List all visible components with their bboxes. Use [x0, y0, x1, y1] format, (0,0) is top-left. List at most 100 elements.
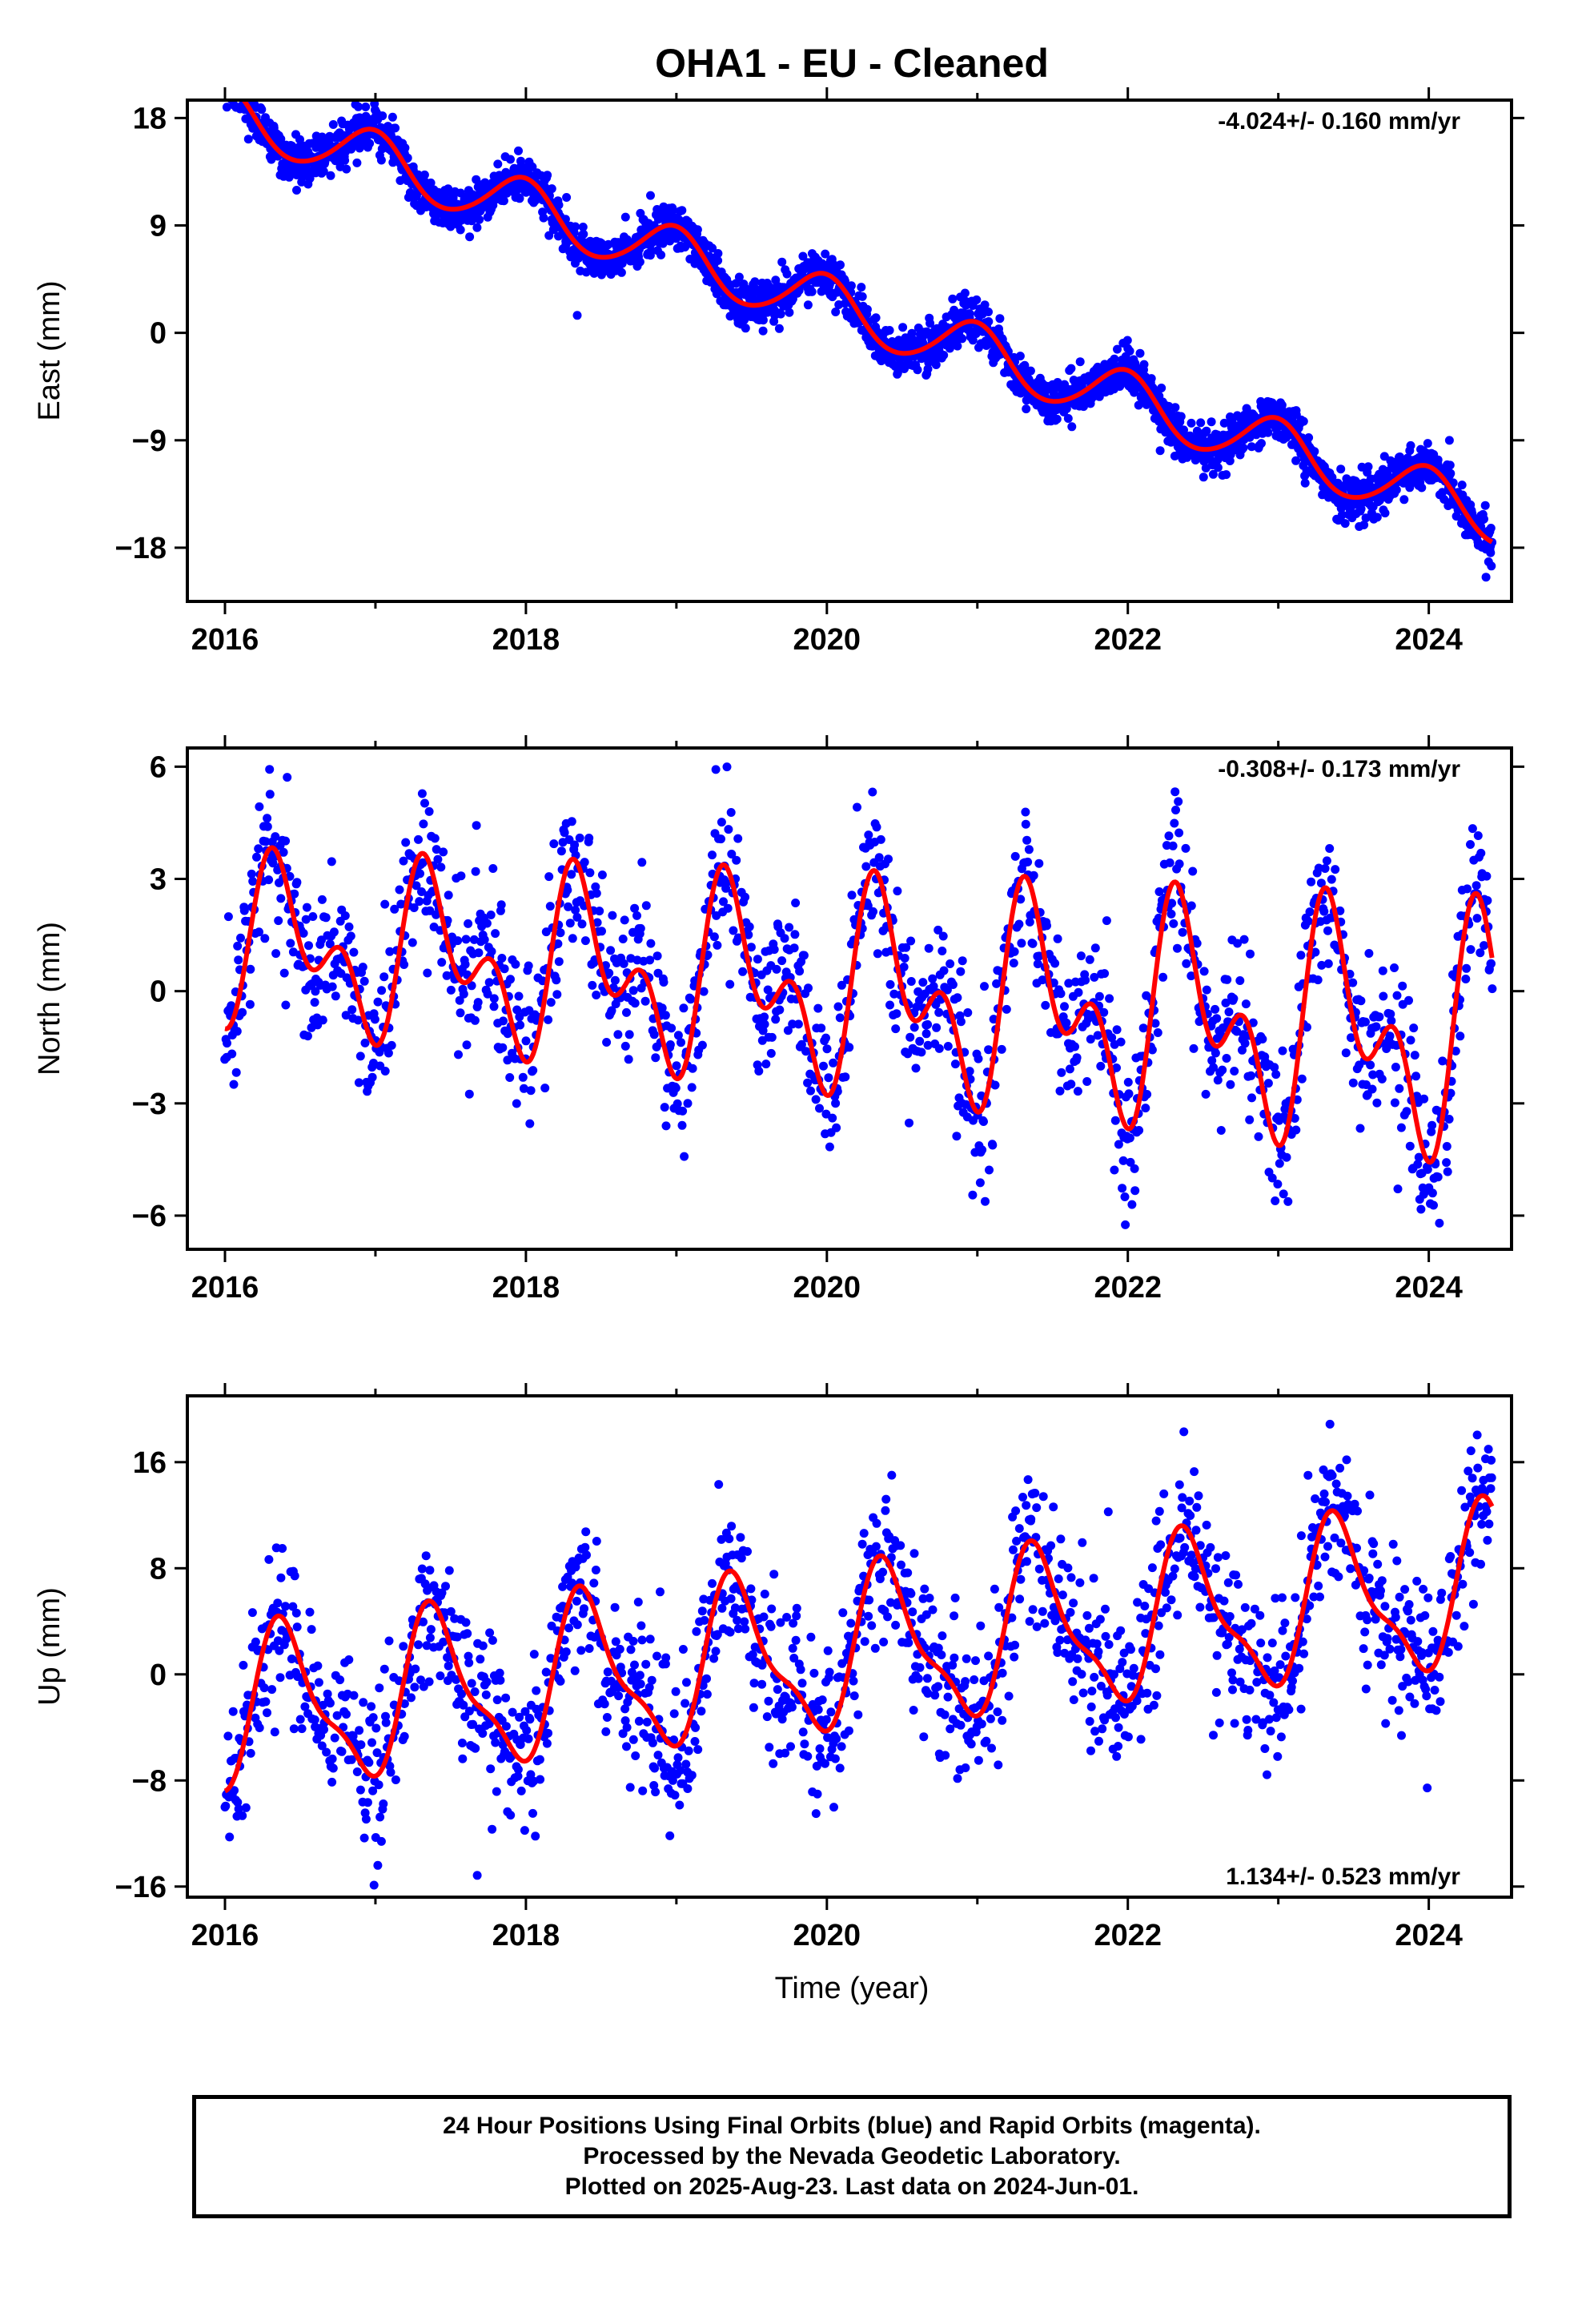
- data-point: [369, 1059, 378, 1068]
- data-point: [1457, 480, 1467, 490]
- data-point: [1480, 514, 1488, 524]
- data-point: [677, 206, 687, 215]
- data-point: [387, 112, 397, 122]
- data-point: [1222, 470, 1231, 480]
- data-point: [264, 1554, 274, 1564]
- data-point: [353, 1015, 363, 1025]
- data-point: [250, 89, 259, 98]
- data-point: [1028, 939, 1038, 948]
- y-tick-label: −3: [132, 1088, 167, 1121]
- data-point: [1282, 1152, 1291, 1162]
- data-point: [330, 1733, 339, 1743]
- data-point: [1355, 1124, 1365, 1133]
- data-point: [1146, 374, 1156, 384]
- data-point: [1134, 1126, 1144, 1135]
- data-point: [948, 980, 958, 989]
- data-point: [459, 989, 468, 999]
- data-point: [403, 153, 412, 163]
- figure-title: OHA1 - EU - Cleaned: [655, 41, 1049, 86]
- data-point: [506, 155, 515, 164]
- data-point: [1481, 573, 1491, 582]
- data-point: [488, 200, 498, 210]
- data-point: [570, 840, 580, 850]
- data-point: [1171, 806, 1180, 814]
- data-point: [305, 174, 315, 183]
- data-point: [390, 904, 400, 914]
- data-point: [367, 1738, 376, 1747]
- data-point: [1174, 828, 1184, 838]
- data-point: [777, 956, 787, 966]
- data-point: [1196, 418, 1206, 428]
- data-point: [1379, 452, 1389, 461]
- data-point: [387, 1040, 396, 1050]
- data-point: [1021, 819, 1030, 829]
- data-point: [822, 1044, 832, 1054]
- data-point: [342, 1710, 351, 1719]
- data-point: [464, 1089, 474, 1099]
- data-point: [1314, 863, 1323, 873]
- data-point: [968, 336, 978, 345]
- data-point: [239, 906, 249, 915]
- data-point: [906, 977, 916, 986]
- data-point: [230, 1786, 239, 1795]
- data-point: [231, 87, 239, 96]
- data-point: [1168, 841, 1178, 850]
- data-point: [1433, 455, 1443, 464]
- data-point: [864, 830, 873, 840]
- data-point: [1199, 472, 1208, 482]
- data-point: [1202, 426, 1211, 436]
- data-point: [1116, 1037, 1126, 1047]
- north-frame: [186, 746, 1513, 1251]
- data-point: [340, 155, 350, 165]
- data-point: [1410, 1051, 1419, 1060]
- data-point: [1123, 1077, 1133, 1087]
- data-point: [1121, 1220, 1130, 1229]
- data-point: [246, 964, 255, 974]
- data-point: [503, 1055, 512, 1065]
- data-point: [1218, 1065, 1227, 1075]
- data-point: [236, 933, 245, 943]
- y-tick-label: −9: [132, 424, 167, 458]
- data-point: [734, 272, 744, 282]
- data-point: [1375, 1012, 1384, 1022]
- data-point: [255, 90, 264, 99]
- data-point: [1414, 1152, 1423, 1162]
- data-point: [376, 1836, 386, 1846]
- data-point: [385, 947, 395, 956]
- data-point: [331, 991, 340, 1001]
- data-point: [668, 203, 677, 212]
- data-point: [1342, 474, 1351, 484]
- data-point: [1063, 414, 1073, 423]
- data-point: [415, 897, 424, 907]
- data-point: [1429, 1200, 1438, 1210]
- data-point: [1419, 1094, 1429, 1104]
- data-point: [417, 887, 426, 896]
- data-point: [1216, 1126, 1226, 1135]
- data-point: [238, 83, 247, 92]
- data-point: [868, 787, 877, 797]
- data-point: [939, 966, 949, 975]
- data-point: [1270, 1063, 1279, 1072]
- data-point: [934, 925, 943, 935]
- data-point: [1229, 994, 1239, 1003]
- data-point: [512, 1005, 522, 1015]
- data-point: [1052, 414, 1062, 424]
- data-point: [472, 821, 481, 830]
- data-point: [223, 912, 233, 922]
- data-point: [871, 313, 881, 323]
- data-point: [717, 818, 726, 827]
- data-point: [1372, 1098, 1382, 1108]
- data-point: [489, 994, 499, 1003]
- data-point: [514, 146, 523, 155]
- data-point: [563, 886, 572, 895]
- data-point: [732, 855, 741, 865]
- data-point: [482, 919, 492, 928]
- data-point: [924, 943, 934, 953]
- data-point: [292, 186, 301, 195]
- data-point: [783, 1026, 793, 1035]
- data-point: [1371, 1022, 1381, 1031]
- data-point: [1323, 959, 1333, 968]
- x-tick-label: 2022: [1094, 623, 1162, 657]
- data-point: [1120, 1192, 1130, 1201]
